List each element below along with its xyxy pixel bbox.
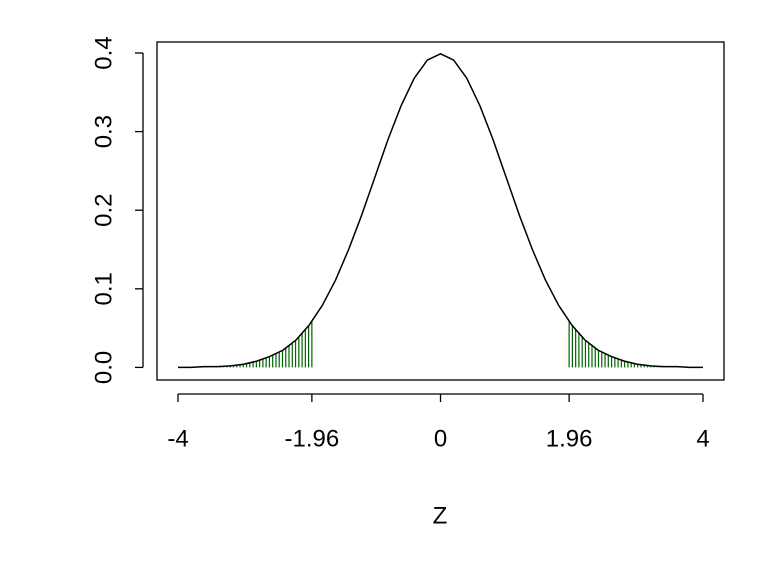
x-tick-label: -1.96 [285,425,340,452]
y-tick-label: 0.4 [90,36,117,69]
x-tick-label: -4 [167,425,188,452]
x-axis-label: Z [433,502,448,529]
shaded-tail [193,321,313,368]
x-tick-label: 4 [696,425,709,452]
y-tick-label: 0.3 [90,115,117,148]
y-tick-label: 0.2 [90,194,117,227]
shaded-tail [568,321,688,368]
density-curve [178,53,703,369]
plot-box [156,41,725,381]
y-tick-label: 0.1 [90,272,117,305]
x-tick-label: 1.96 [546,425,593,452]
x-tick-label: 0 [434,425,447,452]
y-tick-label: 0.0 [90,351,117,384]
